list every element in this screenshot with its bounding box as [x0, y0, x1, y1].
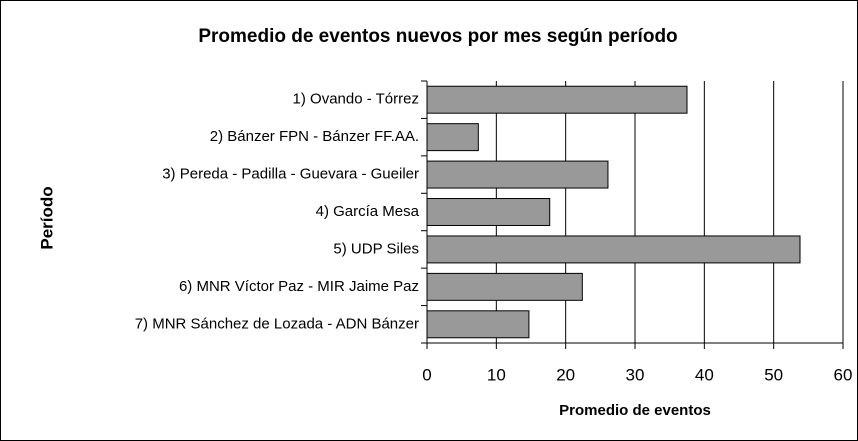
x-tick-label: 20 [556, 365, 575, 384]
bar [426, 123, 479, 152]
y-tick-label: 7) MNR Sánchez de Lozada - ADN Bánzer [135, 315, 419, 332]
bar [426, 310, 530, 339]
y-tick-label: 6) MNR Víctor Paz - MIR Jaime Paz [179, 278, 419, 295]
y-tick-label: 5) UDP Siles [333, 240, 419, 257]
bar [426, 85, 688, 114]
bar [426, 160, 609, 189]
bar [426, 272, 583, 301]
chart-title: Promedio de eventos nuevos por mes según… [198, 26, 677, 47]
x-tick-label: 10 [487, 365, 506, 384]
y-tick-label: 2) Bánzer FPN - Bánzer FF.AA. [210, 128, 419, 145]
x-tick-label: 40 [695, 365, 714, 384]
y-axis-label: Período [37, 186, 56, 249]
x-tick-label: 50 [764, 365, 783, 384]
y-tick-label: 3) Pereda - Padilla - Guevara - Gueiler [162, 166, 419, 183]
bar [426, 198, 551, 226]
y-tick-label: 1) Ovando - Tórrez [293, 91, 419, 108]
bar [426, 235, 801, 264]
x-tick-label: 0 [422, 365, 431, 384]
y-tick-label: 4) García Mesa [316, 203, 420, 220]
x-axis-label: Promedio de eventos [559, 402, 711, 419]
x-tick-label: 60 [834, 365, 853, 384]
x-tick-label: 30 [626, 365, 645, 384]
